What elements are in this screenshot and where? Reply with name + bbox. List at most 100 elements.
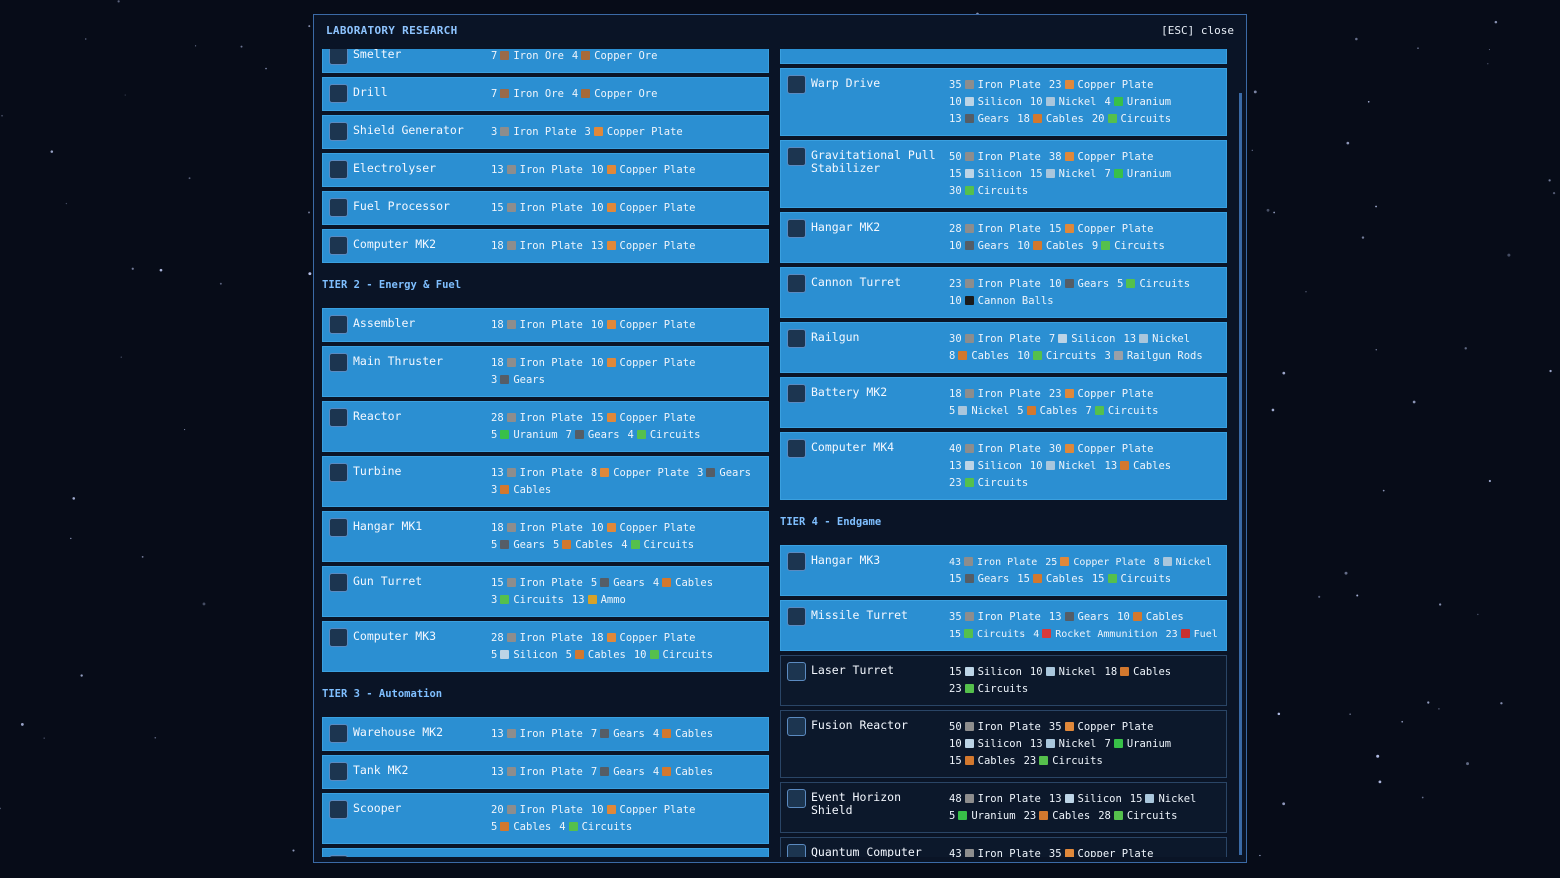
- research-card[interactable]: Reactor 28 Iron Plate 15 Copper Plate 5 Uraniu…: [322, 401, 769, 452]
- cost-amount: 3: [697, 467, 704, 479]
- cost-amount: 5: [491, 821, 498, 833]
- resource-icon: [706, 468, 716, 477]
- research-card[interactable]: Gravitational Pull Stabilizer 50 Iron Plat…: [780, 140, 1227, 208]
- cost: 48 Iron Plate: [949, 793, 1041, 805]
- cost-amount: 10: [949, 295, 962, 307]
- resource-icon: [506, 729, 516, 738]
- resource-name: Circuits: [1126, 810, 1178, 822]
- resource-icon: [593, 127, 603, 136]
- cost: 7 Gears: [591, 766, 645, 778]
- research-card[interactable]: Warp Drive 35 Iron Plate 23 Copper Plate 10 Si…: [780, 68, 1227, 136]
- cost: 23 Cables: [1024, 810, 1091, 822]
- cost: 10 Copper Plate: [591, 357, 696, 369]
- resource-icon: [964, 756, 974, 765]
- cost-amount: 4: [621, 539, 628, 551]
- resource-name: Cables: [575, 539, 614, 551]
- research-column: Smelter 7 Iron Ore 4 Copper Ore Drill 7 Iron Or…: [322, 49, 769, 857]
- research-card[interactable]: Drill 7 Iron Ore 4 Copper Ore: [322, 77, 769, 111]
- cost: 18 Cables: [1017, 113, 1084, 125]
- research-card[interactable]: Assembler 18 Iron Plate 10 Copper Plate: [322, 308, 769, 342]
- resource-name: Iron Plate: [519, 522, 583, 534]
- research-card[interactable]: Missile Turret 35 Iron Plate 13 Gears 10 Cable…: [780, 600, 1227, 651]
- resource-icon: [1113, 739, 1123, 748]
- research-card[interactable]: Computer MK4 40 Iron Plate 30 Copper Plate 13…: [780, 432, 1227, 500]
- cost-amount: 10: [949, 96, 962, 108]
- cost-list: 15 Iron Plate 10 Copper Plate: [491, 200, 767, 217]
- resource-name: Gears: [1077, 278, 1110, 290]
- research-card[interactable]: Main Thruster 18 Iron Plate 10 Copper Plate 3…: [322, 346, 769, 397]
- resource-name: Iron Plate: [977, 721, 1041, 733]
- item-icon: [329, 160, 348, 179]
- cost-amount: 43: [949, 557, 962, 568]
- resource-icon: [1039, 811, 1049, 820]
- resource-icon: [506, 203, 516, 212]
- cost: 23 Copper Plate: [1049, 79, 1154, 91]
- research-card[interactable]: Shield Generator 3 Iron Plate 3 Copper Plate: [322, 115, 769, 149]
- resource-icon: [1120, 461, 1130, 470]
- resource-icon: [1180, 629, 1190, 638]
- resource-name: Cables: [1052, 810, 1091, 822]
- cost-list: 13 Iron Plate 8 Copper Plate 3 Gears 3 Cables: [491, 465, 767, 499]
- cost: 23 Circuits: [1024, 755, 1103, 767]
- cost: 10 Gears: [1049, 278, 1109, 290]
- cost-amount: 18: [491, 319, 504, 331]
- cost: 30 Copper Plate: [1049, 443, 1154, 455]
- cost-line: 5 Silicon 5 Cables 10 Circuits: [491, 647, 767, 664]
- research-card[interactable]: Solar Wind Collector25Iron Plate13Copper…: [322, 848, 769, 857]
- cost-list: 40 Iron Plate 30 Copper Plate 13 Silicon 10 Nic…: [949, 441, 1225, 492]
- resource-icon: [600, 578, 610, 587]
- research-card[interactable]: Computer MK3 28 Iron Plate 18 Copper Plate 5 S…: [322, 621, 769, 672]
- cost: 15 Nickel: [1030, 168, 1097, 180]
- research-card[interactable]: Scooper 20 Iron Plate 10 Copper Plate 5 Cables…: [322, 793, 769, 844]
- research-card[interactable]: Battery MK2 18 Iron Plate 23 Copper Plate 5 Ni…: [780, 377, 1227, 428]
- research-card[interactable]: Gun Turret 15 Iron Plate 5 Gears 4 Cables 3 Circ…: [322, 566, 769, 617]
- resource-icon: [964, 722, 974, 731]
- cost-amount: 20: [1091, 113, 1105, 125]
- cost-amount: 5: [949, 810, 956, 822]
- resource-name: Cables: [1133, 460, 1172, 472]
- research-card[interactable]: Laser Turret 15 Silicon 10 Nickel 18 Cables 23 C…: [780, 655, 1227, 706]
- resource-name: Circuits: [513, 594, 564, 606]
- cost-amount: 23: [1165, 629, 1178, 640]
- cost-amount: 28: [1098, 810, 1111, 822]
- star: [1438, 708, 1440, 710]
- close-button[interactable]: [ESC] close: [1161, 24, 1234, 37]
- cost-amount: 15: [1017, 573, 1030, 585]
- research-card[interactable]: Computer MK2 18 Iron Plate 13 Copper Plate: [322, 229, 769, 263]
- cost-line: 40 Iron Plate 30 Copper Plate: [949, 441, 1225, 458]
- resource-icon: [1045, 667, 1055, 676]
- cost-amount: 7: [1104, 168, 1111, 180]
- star: [1355, 37, 1358, 41]
- resource-name: Gears: [613, 766, 645, 778]
- research-card[interactable]: Hangar MK2 28 Iron Plate 15 Copper Plate 10 Ge…: [780, 212, 1227, 263]
- item-icon: [329, 855, 348, 857]
- resource-name: Silicon: [1077, 793, 1122, 805]
- star: [159, 268, 163, 272]
- research-card[interactable]: Electrolyser 13 Iron Plate 10 Copper Plate: [322, 153, 769, 187]
- cost-list: 7 Iron Ore 4 Copper Ore: [491, 86, 767, 103]
- research-card[interactable]: Fusion Reactor 50 Iron Plate 35 Copper Plate…: [780, 710, 1227, 778]
- cost-list: 18 Iron Plate 23 Copper Plate 5 Nickel 5 Cables…: [949, 386, 1225, 420]
- cost: 10 Gears: [949, 240, 1009, 252]
- research-card[interactable]: Cannon Turret 23 Iron Plate 10 Gears 5 Circuit…: [780, 267, 1227, 318]
- cost-amount: 13: [1123, 333, 1137, 345]
- cost: 4 Copper Ore: [572, 50, 658, 62]
- research-card[interactable]: Hangar MK3 43 Iron Plate 25 Copper Plate 8 Nic…: [780, 545, 1227, 596]
- cost: 4 Cables: [653, 577, 713, 589]
- research-card[interactable]: Smelter 7 Iron Ore 4 Copper Ore: [322, 49, 769, 73]
- research-card[interactable]: Event Horizon Shield 48 Iron Plate 13 Silico…: [780, 782, 1227, 833]
- research-card[interactable]: Turbine 13 Iron Plate 8 Copper Plate 3 Gears 3 C…: [322, 456, 769, 507]
- cost-line: 18 Iron Plate 10 Copper Plate: [491, 317, 767, 334]
- item-name: Computer MK2: [353, 237, 437, 251]
- resource-name: Circuits: [581, 821, 633, 833]
- research-card[interactable]: Fuel Processor 15 Iron Plate 10 Copper Plate: [322, 191, 769, 225]
- cost-amount: 15: [1129, 793, 1143, 805]
- research-card[interactable]: Warehouse MK2 13 Iron Plate 7 Gears 4 Cables: [322, 717, 769, 751]
- research-card[interactable]: Quantum Computer 43 Iron Plate 35 Copper Pla…: [780, 837, 1227, 857]
- research-card[interactable]: Hangar MK1 18 Iron Plate 10 Copper Plate 5 Gea…: [322, 511, 769, 562]
- resource-icon: [600, 468, 610, 477]
- item-icon: [787, 147, 806, 166]
- research-card[interactable]: Tank MK2 13 Iron Plate 7 Gears 4 Cables: [322, 755, 769, 789]
- cost-line: 3 Iron Plate 3 Copper Plate: [491, 124, 767, 141]
- research-card[interactable]: Railgun 30 Iron Plate 7 Silicon 13 Nickel 8 Cabl…: [780, 322, 1227, 373]
